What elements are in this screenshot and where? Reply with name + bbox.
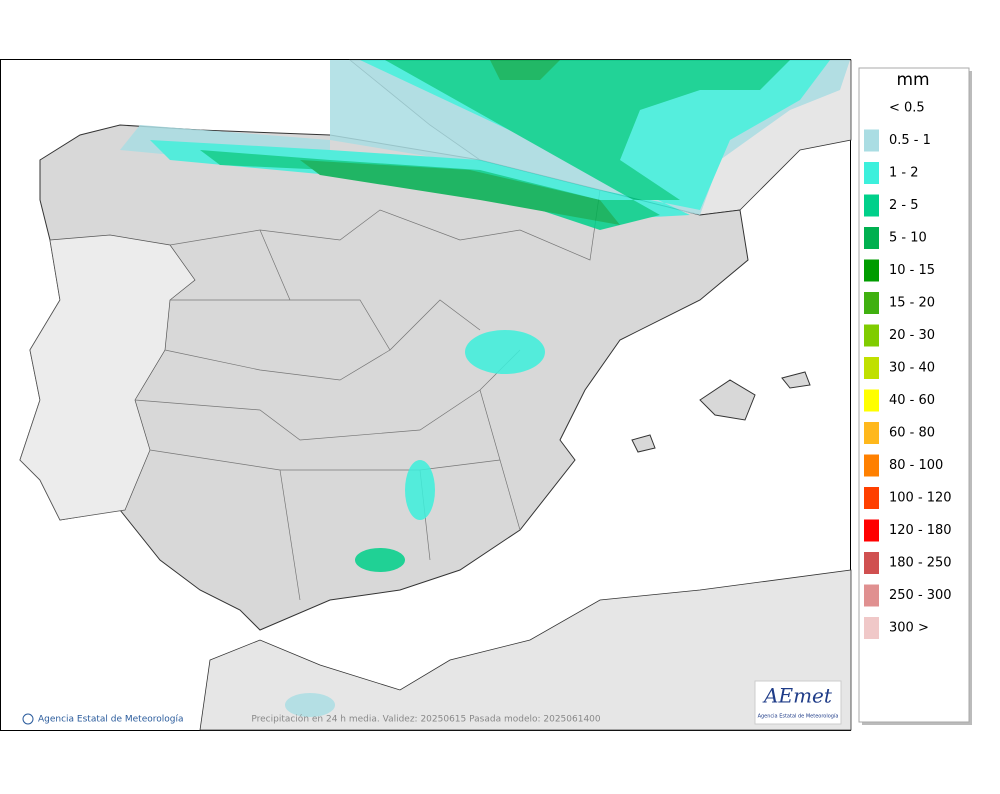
- precip-south: [355, 548, 405, 572]
- legend-label: 10 - 15: [889, 263, 935, 278]
- legend-label: 5 - 10: [889, 231, 927, 246]
- portugal: [19, 234, 196, 521]
- precipitation: [120, 60, 850, 717]
- legend-swatch: [864, 292, 879, 314]
- legend-swatch: [864, 97, 879, 119]
- precip-5-10: [300, 60, 620, 225]
- precip-africa: [285, 693, 335, 717]
- legend-swatch: [864, 194, 879, 217]
- logo-name: AEmet: [762, 684, 833, 708]
- legend-swatch: [864, 519, 879, 542]
- legend-swatch: [864, 454, 879, 477]
- legend-label: 2 - 5: [889, 198, 919, 213]
- legend-label: < 0.5: [889, 101, 925, 116]
- legend-label: 1 - 2: [889, 166, 919, 181]
- legend-swatch: [864, 227, 879, 249]
- legend-label: 100 - 120: [889, 491, 952, 506]
- legend-title: mm: [896, 70, 929, 90]
- legend-label: 300 >: [889, 621, 929, 636]
- logo-tagline: Agencia Estatal de Meteorología: [758, 713, 839, 720]
- menorca: [781, 371, 811, 389]
- legend-swatch: [864, 129, 879, 152]
- ibiza: [631, 434, 656, 453]
- legend-label: 60 - 80: [889, 426, 935, 441]
- precip-se: [405, 460, 435, 520]
- legend-label: 180 - 250: [889, 556, 952, 571]
- legend-label: 20 - 30: [889, 328, 935, 343]
- precip-2-5: [200, 60, 790, 230]
- africa: [199, 569, 852, 731]
- legend-label: 120 - 180: [889, 523, 952, 538]
- legend-swatch: [864, 389, 879, 412]
- legend-swatch: [864, 162, 879, 184]
- legend-label: 80 - 100: [889, 458, 943, 473]
- legend-label: 0.5 - 1: [889, 133, 931, 148]
- legend: mm < 0.5 0.5 - 1 1 - 2 2 - 5 5 - 10 10 - 15 15…: [858, 67, 972, 725]
- credit: Agencia Estatal de Meteorología: [38, 715, 184, 725]
- legend-swatch: [864, 552, 879, 574]
- legend-swatch: [864, 584, 879, 607]
- legend-swatch: [864, 259, 879, 282]
- legend-swatch: [864, 324, 879, 347]
- legend-swatch: [864, 487, 879, 509]
- legend-swatch: [864, 357, 879, 379]
- legend-swatch: [864, 422, 879, 444]
- legend-label: 15 - 20: [889, 296, 935, 311]
- copyright-icon: [22, 713, 34, 725]
- map: Agencia Estatal de Meteorología Precipit…: [0, 59, 852, 731]
- legend-swatch: [864, 617, 879, 639]
- legend-label: 250 - 300: [889, 588, 952, 603]
- legend-label: 40 - 60: [889, 393, 935, 408]
- precip-central: [465, 330, 545, 374]
- logo-box: [754, 680, 842, 725]
- caption: Precipitación en 24 h media. Validez: 20…: [251, 714, 601, 725]
- legend-label: 30 - 40: [889, 361, 935, 376]
- mallorca: [699, 379, 756, 421]
